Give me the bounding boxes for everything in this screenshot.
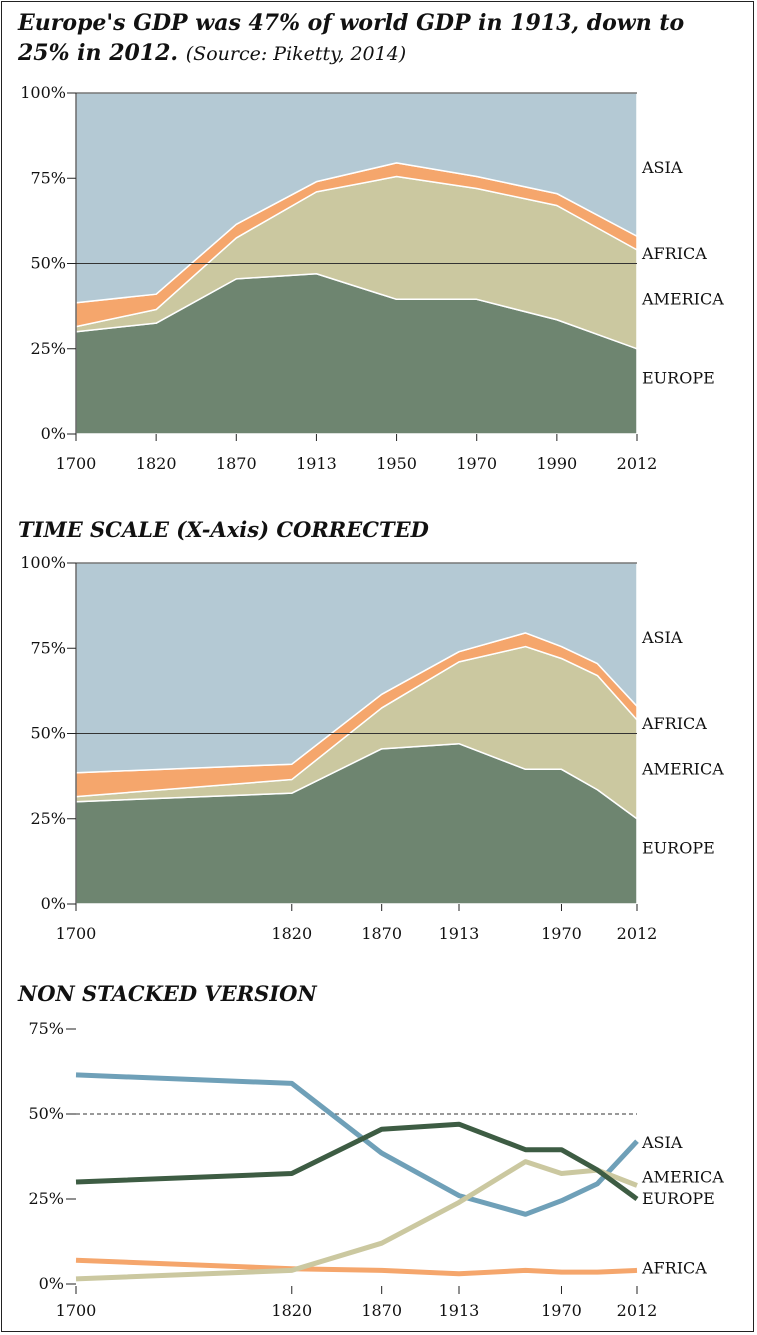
- series-label-asia: ASIA: [641, 628, 683, 647]
- series-label-africa: AFRICA: [641, 244, 707, 263]
- x-tick-label: 1820: [271, 924, 312, 943]
- x-tick-label: 1970: [541, 1301, 582, 1320]
- series-label-america: AMERICA: [641, 759, 724, 778]
- series-label-asia: ASIA: [641, 1133, 683, 1152]
- third-title: NON STACKED VERSION: [18, 981, 317, 1006]
- x-tick-label: 1913: [439, 924, 480, 943]
- x-tick-label: 1970: [456, 454, 497, 473]
- series-label-europe: EUROPE: [642, 838, 715, 857]
- main-title-bold: Europe's GDP was 47% of world GDP in 191…: [18, 10, 685, 66]
- y-tick-label: 0%: [41, 424, 66, 443]
- series-label-america: AMERICA: [641, 1167, 724, 1186]
- y-tick-label: 50%: [30, 254, 66, 273]
- x-tick-label: 1913: [296, 454, 337, 473]
- x-tick-label: 1970: [541, 924, 582, 943]
- x-tick-label: 1990: [536, 454, 577, 473]
- x-tick-label: 1700: [56, 1301, 97, 1320]
- y-tick-label: 75%: [28, 1019, 64, 1038]
- y-tick-label: 100%: [20, 83, 66, 102]
- y-tick-label: 100%: [20, 553, 66, 572]
- x-tick-label: 1950: [376, 454, 417, 473]
- series-label-africa: AFRICA: [641, 714, 707, 733]
- y-tick-label: 50%: [28, 1104, 64, 1123]
- y-tick-label: 0%: [41, 894, 66, 913]
- x-tick-label: 1700: [56, 454, 97, 473]
- series-label-europe: EUROPE: [642, 1189, 715, 1208]
- y-tick-label: 25%: [30, 809, 66, 828]
- x-tick-label: 2012: [617, 1301, 658, 1320]
- main-title: Europe's GDP was 47% of world GDP in 191…: [18, 8, 738, 69]
- series-label-africa: AFRICA: [641, 1258, 707, 1277]
- y-tick-label: 75%: [30, 168, 66, 187]
- y-tick-label: 0%: [39, 1274, 64, 1293]
- x-tick-label: 1820: [136, 454, 177, 473]
- second-title: TIME SCALE (X-Axis) CORRECTED: [18, 517, 429, 542]
- x-tick-label: 1700: [56, 924, 97, 943]
- x-tick-label: 1913: [439, 1301, 480, 1320]
- series-label-asia: ASIA: [641, 158, 683, 177]
- x-tick-label: 2012: [617, 924, 658, 943]
- main-title-source: (Source: Piketty, 2014): [185, 43, 407, 65]
- y-tick-label: 25%: [30, 339, 66, 358]
- line-africa: [75, 1257, 638, 1277]
- line-america: [75, 1159, 638, 1282]
- line-europe: [75, 1121, 639, 1202]
- line-chart: [66, 1028, 639, 1294]
- x-tick-label: 1870: [216, 454, 257, 473]
- y-tick-label: 25%: [28, 1189, 64, 1208]
- x-tick-label: 1870: [361, 1301, 402, 1320]
- series-label-europe: EUROPE: [642, 368, 715, 387]
- x-tick-label: 1870: [361, 924, 402, 943]
- y-tick-label: 50%: [30, 724, 66, 743]
- x-tick-label: 1820: [271, 1301, 312, 1320]
- x-tick-label: 2012: [617, 454, 658, 473]
- y-tick-label: 75%: [30, 638, 66, 657]
- stacked-area-chart-2: [67, 562, 638, 911]
- line-asia: [75, 1072, 639, 1217]
- series-label-america: AMERICA: [641, 289, 724, 308]
- stacked-area-chart-1: [67, 92, 638, 441]
